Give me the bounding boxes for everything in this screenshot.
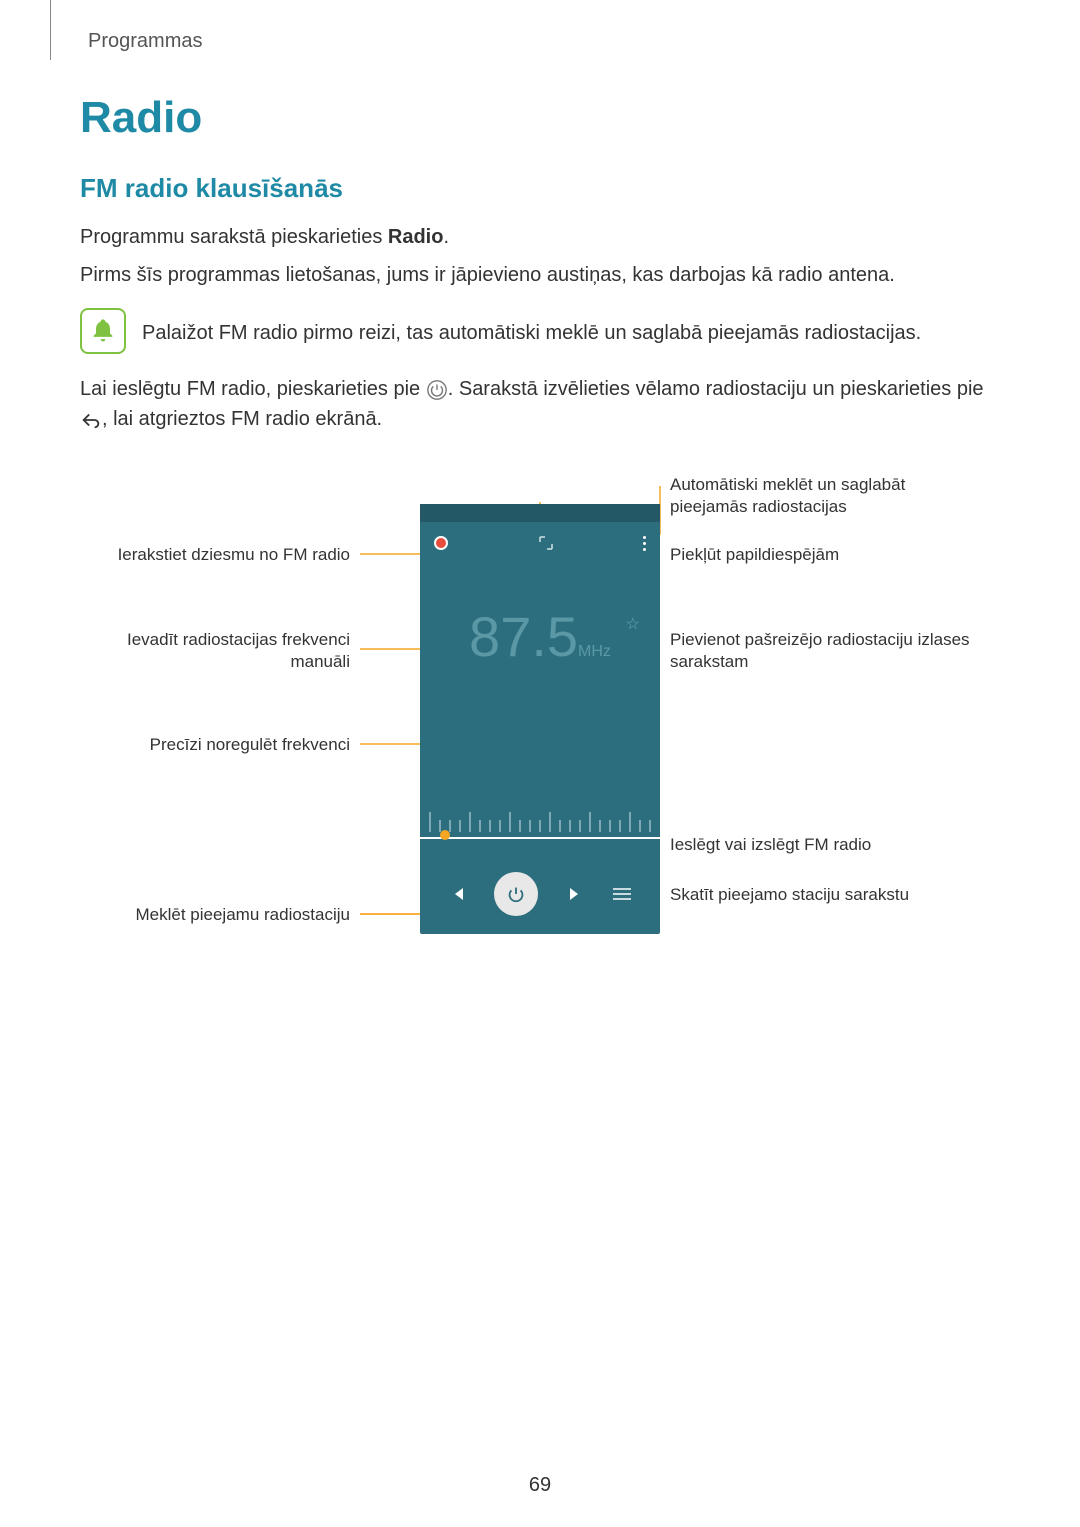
more-icon[interactable] <box>643 536 646 551</box>
status-bar <box>420 504 660 522</box>
note-text: Palaižot FM radio pirmo reizi, tas autom… <box>142 318 921 348</box>
callout-fine-tune: Precīzi noregulēt frekvenci <box>70 734 350 756</box>
paragraph-2: Pirms šīs programmas lietošanas, jums ir… <box>80 260 1000 290</box>
p3-c: , lai atgrieztos FM radio ekrānā. <box>102 408 382 430</box>
callout-more-options: Piekļūt papildiespējām <box>670 544 970 566</box>
page-title: Radio <box>80 93 1000 143</box>
callout-station-list: Skatīt pieejamo staciju sarakstu <box>670 884 970 906</box>
scan-icon[interactable] <box>538 535 554 551</box>
bell-icon <box>80 308 126 354</box>
callout-favorite: Pievienot pašreizējo radiostaciju izlase… <box>670 629 970 673</box>
p3-a: Lai ieslēgtu FM radio, pieskarieties pie <box>80 378 426 400</box>
callout-auto-scan: Automātiski meklēt un saglabāt pieejamās… <box>670 474 970 518</box>
diagram-container: 87.5MHz ☆ Ierakstiet dziesmu no FM <box>80 474 1000 1034</box>
dial-indicator <box>440 830 450 840</box>
topbar <box>420 522 660 564</box>
callout-power: Ieslēgt vai izslēgt FM radio <box>670 834 970 856</box>
section-label: Programmas <box>80 30 1000 53</box>
next-station-icon[interactable] <box>568 886 584 902</box>
p1-c: . <box>443 226 449 248</box>
callout-record: Ierakstiet dziesmu no FM radio <box>70 544 350 566</box>
callout-seek: Meklēt pieejamu radiostaciju <box>70 904 350 926</box>
note-row: Palaižot FM radio pirmo reizi, tas autom… <box>80 308 1000 356</box>
paragraph-1: Programmu sarakstā pieskarieties Radio. <box>80 222 1000 252</box>
controls-row <box>420 872 660 916</box>
callout-manual-freq: Ievadīt radiostacijas frekvenci manuāli <box>70 629 350 673</box>
paragraph-3: Lai ieslēgtu FM radio, pieskarieties pie… <box>80 374 1000 434</box>
record-icon[interactable] <box>434 536 448 550</box>
favorite-star-icon[interactable]: ☆ <box>626 614 640 634</box>
dial-ticks <box>420 804 660 832</box>
prev-station-icon[interactable] <box>449 886 465 902</box>
tuning-dial[interactable] <box>420 804 660 844</box>
phone-mock: 87.5MHz ☆ <box>420 504 660 934</box>
p1-bold: Radio <box>388 226 444 248</box>
freq-unit: MHz <box>578 643 611 660</box>
p1-a: Programmu sarakstā pieskarieties <box>80 226 388 248</box>
power-button[interactable] <box>494 872 538 916</box>
page-number: 69 <box>529 1474 551 1497</box>
dial-bar <box>420 837 660 839</box>
freq-value: 87.5 <box>469 605 578 668</box>
page-edge-mark <box>50 0 51 60</box>
power-icon <box>426 379 448 401</box>
p3-b: . Sarakstā izvēlieties vēlamo radiostaci… <box>448 378 984 400</box>
station-list-icon[interactable] <box>613 887 631 901</box>
frequency-display[interactable]: 87.5MHz ☆ <box>420 604 660 669</box>
back-icon <box>80 409 102 431</box>
subtitle: FM radio klausīšanās <box>80 173 1000 204</box>
